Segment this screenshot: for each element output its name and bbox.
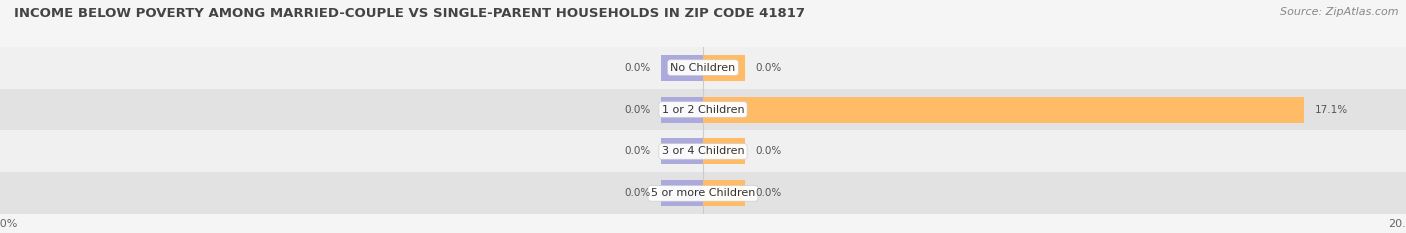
Text: 0.0%: 0.0% bbox=[756, 188, 782, 198]
Bar bbox=[0, 130, 1406, 172]
Bar bbox=[0, 89, 1406, 130]
Text: 0.0%: 0.0% bbox=[624, 147, 650, 156]
Bar bbox=[661, 138, 703, 164]
Bar bbox=[703, 138, 745, 164]
Text: Source: ZipAtlas.com: Source: ZipAtlas.com bbox=[1281, 7, 1399, 17]
Text: 5 or more Children: 5 or more Children bbox=[651, 188, 755, 198]
Bar bbox=[703, 180, 745, 206]
Text: 17.1%: 17.1% bbox=[1315, 105, 1348, 114]
Text: 0.0%: 0.0% bbox=[756, 147, 782, 156]
Bar bbox=[661, 96, 703, 123]
Bar bbox=[0, 172, 1406, 214]
Text: 0.0%: 0.0% bbox=[756, 63, 782, 72]
Text: 0.0%: 0.0% bbox=[624, 63, 650, 72]
Text: No Children: No Children bbox=[671, 63, 735, 72]
Bar bbox=[661, 55, 703, 81]
Text: 0.0%: 0.0% bbox=[624, 105, 650, 114]
Bar bbox=[703, 55, 745, 81]
Bar bbox=[661, 180, 703, 206]
Text: 0.0%: 0.0% bbox=[624, 188, 650, 198]
Bar bbox=[703, 96, 1305, 123]
Text: INCOME BELOW POVERTY AMONG MARRIED-COUPLE VS SINGLE-PARENT HOUSEHOLDS IN ZIP COD: INCOME BELOW POVERTY AMONG MARRIED-COUPL… bbox=[14, 7, 806, 20]
Text: 3 or 4 Children: 3 or 4 Children bbox=[662, 147, 744, 156]
Text: 1 or 2 Children: 1 or 2 Children bbox=[662, 105, 744, 114]
Bar bbox=[0, 47, 1406, 89]
